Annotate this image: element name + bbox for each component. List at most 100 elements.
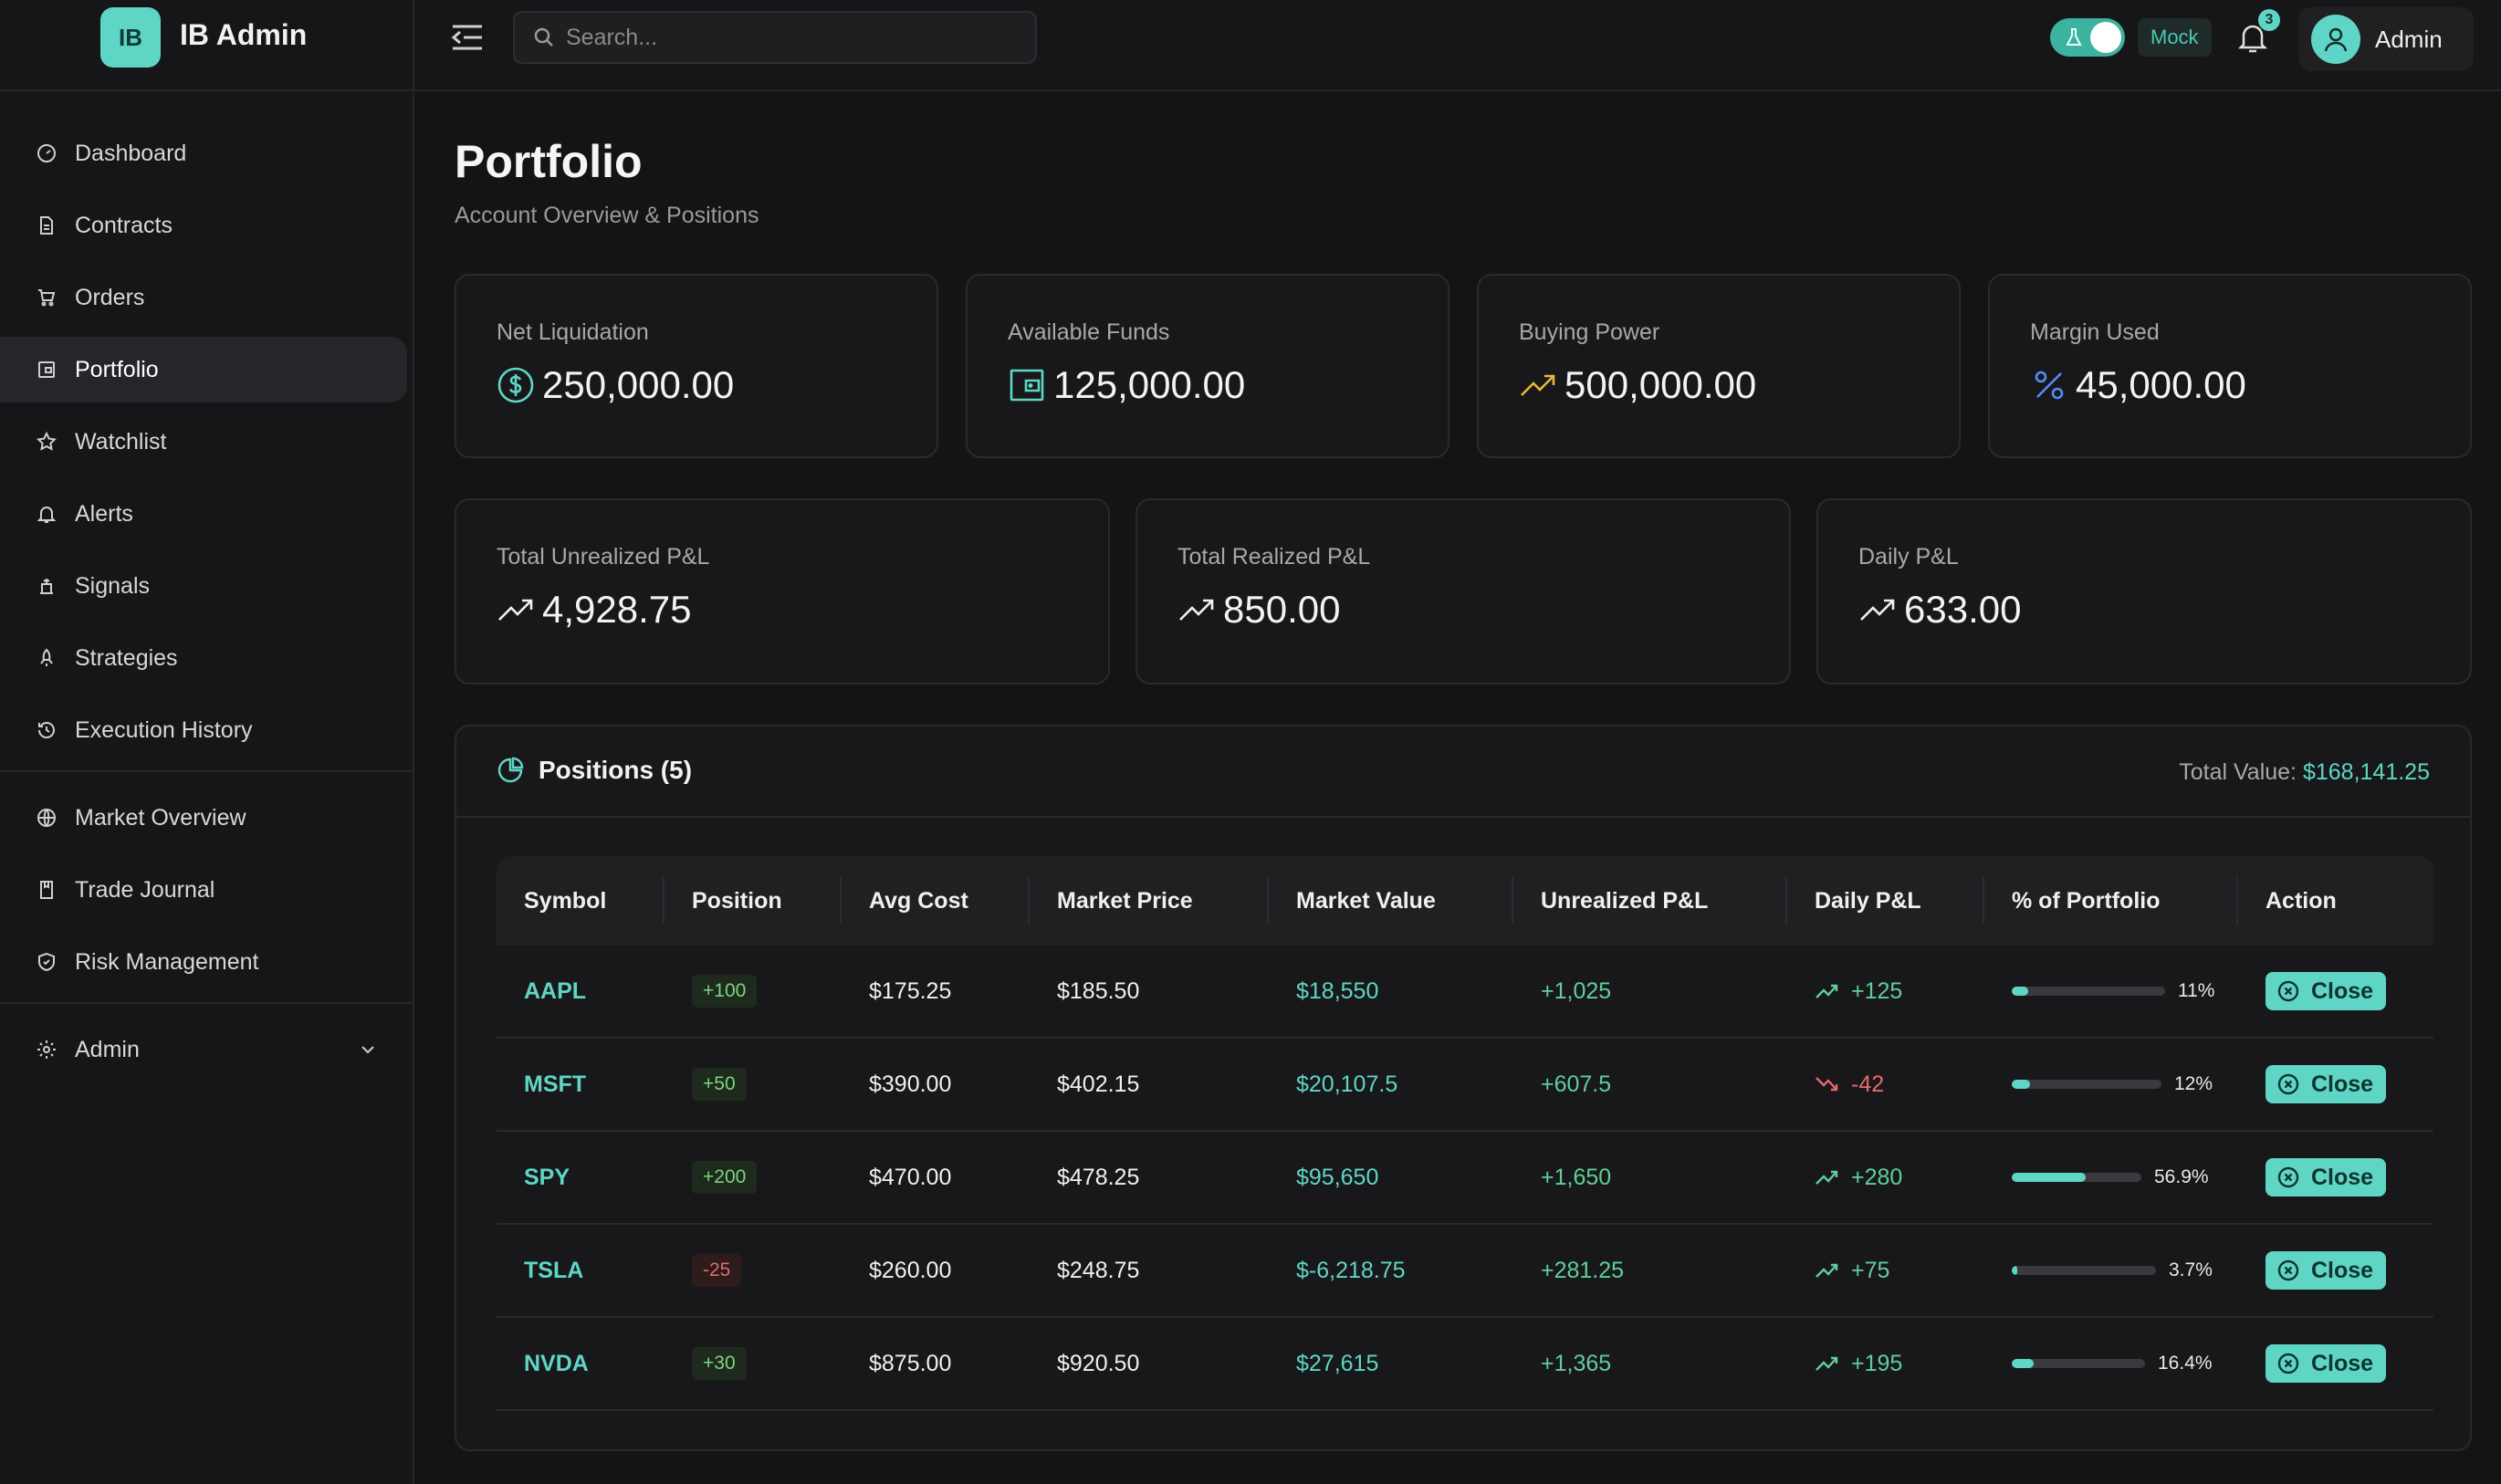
page-title: Portfolio	[455, 136, 643, 187]
daily-pnl-value: +125	[1851, 977, 1903, 1004]
signal-icon	[35, 574, 58, 598]
sidebar-item-risk-management[interactable]: Risk Management	[0, 929, 407, 995]
pie-chart-icon	[497, 757, 524, 783]
portfolio-pct-fill	[2012, 1080, 2030, 1089]
position-badge: +200	[692, 1161, 758, 1194]
sidebar-item-label: Contracts	[75, 212, 173, 238]
sidebar-item-execution-history[interactable]: Execution History	[0, 697, 407, 763]
close-circle-icon	[2277, 980, 2299, 1002]
column-header[interactable]: Symbol	[497, 877, 664, 925]
positions-title-text: Positions (5)	[539, 756, 693, 784]
portfolio-pct-value: 3.7%	[2169, 1259, 2213, 1280]
table-header: Symbol Position Avg Cost Market Price Ma…	[497, 856, 2433, 946]
close-position-button[interactable]: Close	[2266, 972, 2387, 1010]
column-header[interactable]: Action	[2266, 887, 2337, 914]
buying-power-value: 500,000.00	[1564, 363, 1757, 406]
sidebar-item-market-overview[interactable]: Market Overview	[0, 785, 407, 851]
portfolio-pct-fill	[2012, 987, 2029, 996]
notification-bell-icon[interactable]	[2236, 20, 2273, 57]
gauge-icon	[35, 141, 58, 165]
symbol-cell[interactable]: MSFT	[524, 1071, 587, 1097]
bell-icon	[35, 502, 58, 526]
table-row[interactable]: AAPL +100 $175.25 $185.50 $18,550 +1,025 +125 1…	[497, 946, 2433, 1039]
card-value: 45,000.00	[2030, 363, 2246, 407]
chevron-down-icon[interactable]	[356, 1038, 380, 1061]
daily-pnl-cell: +195	[1815, 1351, 1902, 1377]
column-header[interactable]: Avg Cost	[842, 877, 1030, 925]
position-badge: -25	[692, 1254, 742, 1287]
sidebar-item-watchlist[interactable]: Watchlist	[0, 409, 407, 475]
card-value: 250,000.00	[497, 363, 734, 407]
close-position-button[interactable]: Close	[2266, 1158, 2387, 1197]
table-row[interactable]: MSFT +50 $390.00 $402.15 $20,107.5 +607.5 -42 1…	[497, 1039, 2433, 1132]
column-header[interactable]: % of Portfolio	[1984, 877, 2238, 925]
close-position-button[interactable]: Close	[2266, 1344, 2387, 1383]
daily-pnl-cell: -42	[1815, 1071, 1884, 1098]
close-button-label: Close	[2311, 1350, 2374, 1376]
close-position-button[interactable]: Close	[2266, 1065, 2387, 1103]
portfolio-pct-value: 16.4%	[2158, 1353, 2213, 1374]
symbol-cell[interactable]: NVDA	[524, 1350, 589, 1376]
card-value: 125,000.00	[1008, 363, 1245, 407]
topbar: Mock 3 Admin	[414, 0, 2501, 91]
daily-pnl-value: +195	[1851, 1350, 1903, 1376]
menu-toggle-icon[interactable]	[451, 22, 487, 53]
sidebar-item-label: Execution History	[75, 716, 253, 743]
unrealized-pnl-cell: +607.5	[1541, 1071, 1612, 1097]
mock-mode-toggle[interactable]	[2050, 18, 2125, 57]
card-label: Buying Power	[1519, 319, 1660, 345]
sidebar-item-strategies[interactable]: Strategies	[0, 625, 407, 691]
column-header[interactable]: Position	[664, 877, 842, 925]
mock-badge: Mock	[2138, 18, 2212, 57]
wallet-icon	[35, 358, 58, 381]
search-box[interactable]	[513, 11, 1037, 64]
portfolio-pct-bar	[2012, 1359, 2145, 1368]
daily-pnl-value: 633.00	[1904, 588, 2022, 631]
daily-pnl-cell: +280	[1815, 1165, 1902, 1191]
table-row[interactable]: TSLA -25 $260.00 $248.75 $-6,218.75 +281.25 +7…	[497, 1225, 2433, 1318]
close-position-button[interactable]: Close	[2266, 1251, 2387, 1290]
search-input[interactable]	[566, 24, 1004, 51]
market-value-cell: $20,107.5	[1296, 1071, 1398, 1097]
margin-used-card: Margin Used 45,000.00	[1988, 274, 2472, 458]
sidebar-item-orders[interactable]: Orders	[0, 265, 407, 330]
close-circle-icon	[2277, 1073, 2299, 1095]
brand[interactable]: IB IB Admin	[0, 0, 413, 91]
market-value-cell: $95,650	[1296, 1164, 1379, 1190]
toggle-knob	[2090, 22, 2121, 53]
page-subtitle: Account Overview & Positions	[455, 203, 759, 228]
positions-title: Positions (5)	[497, 756, 692, 785]
portfolio-pct-cell: 16.4%	[2012, 1353, 2213, 1374]
column-header[interactable]: Market Price	[1030, 877, 1269, 925]
file-icon	[35, 214, 58, 237]
trending-down-icon	[1816, 1077, 1838, 1092]
card-label: Available Funds	[1008, 319, 1170, 345]
trending-up-icon	[1179, 599, 1214, 621]
column-header[interactable]: Unrealized P&L	[1513, 877, 1787, 925]
sidebar-item-label: Signals	[75, 572, 150, 599]
net-liquidation-value: 250,000.00	[542, 363, 735, 406]
card-value: 633.00	[1858, 588, 2021, 632]
sidebar-item-label: Alerts	[75, 500, 133, 527]
symbol-cell[interactable]: AAPL	[524, 977, 587, 1004]
sidebar-item-trade-journal[interactable]: Trade Journal	[0, 857, 407, 923]
table-row[interactable]: SPY +200 $470.00 $478.25 $95,650 +1,650 +280 56…	[497, 1132, 2433, 1225]
symbol-cell[interactable]: TSLA	[524, 1257, 584, 1283]
column-header[interactable]: Daily P&L	[1787, 877, 1984, 925]
sidebar-item-alerts[interactable]: Alerts	[0, 481, 407, 547]
position-badge: +30	[692, 1347, 747, 1380]
sidebar-item-admin[interactable]: Admin	[0, 1017, 407, 1082]
table-row[interactable]: NVDA +30 $875.00 $920.50 $27,615 +1,365 +195 16…	[497, 1318, 2433, 1411]
sidebar-item-dashboard[interactable]: Dashboard	[0, 120, 407, 186]
close-button-label: Close	[2311, 1071, 2374, 1097]
symbol-cell[interactable]: SPY	[524, 1164, 570, 1190]
portfolio-pct-cell: 56.9%	[2012, 1166, 2209, 1188]
user-menu[interactable]: Admin	[2298, 7, 2474, 71]
unrealized-pnl-card: Total Unrealized P&L 4,928.75	[455, 498, 1110, 685]
sidebar-item-signals[interactable]: Signals	[0, 553, 407, 619]
column-header[interactable]: Market Value	[1269, 877, 1513, 925]
daily-pnl-cell: +75	[1815, 1258, 1889, 1284]
sidebar-item-portfolio[interactable]: Portfolio	[0, 337, 407, 402]
sidebar-item-contracts[interactable]: Contracts	[0, 193, 407, 258]
user-icon	[2324, 27, 2348, 52]
